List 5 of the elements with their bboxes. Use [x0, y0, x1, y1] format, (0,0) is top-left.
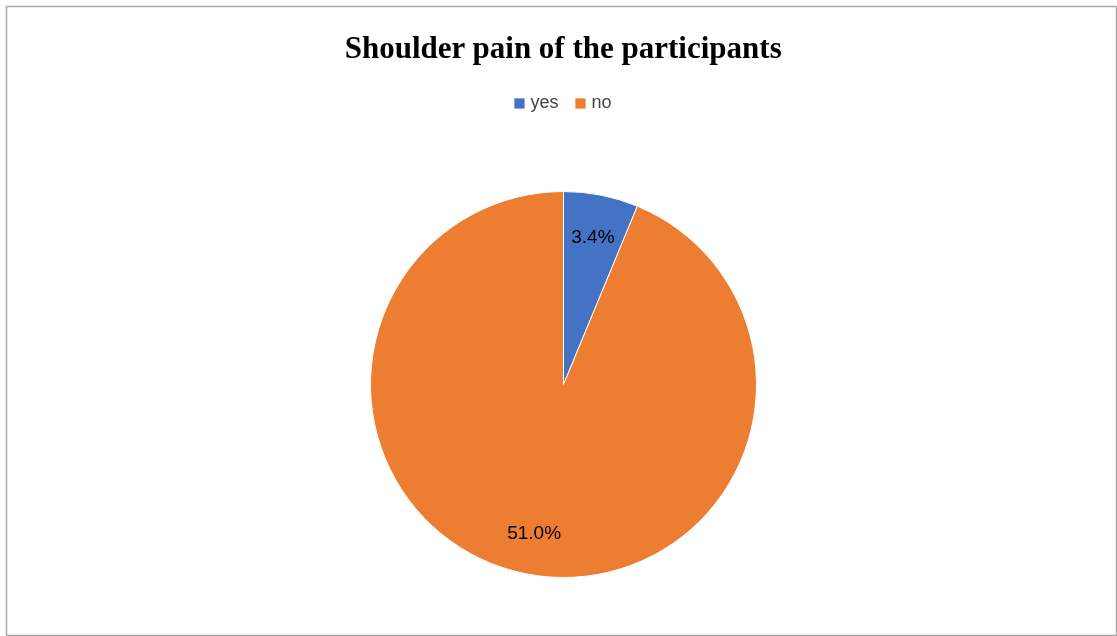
legend-label: yes [530, 92, 559, 113]
legend-label: no [591, 92, 612, 113]
data-label: 51.0% [507, 521, 562, 543]
chart-title: Shoulder pain of the participants [344, 30, 782, 65]
data-label: 3.4% [571, 226, 615, 248]
